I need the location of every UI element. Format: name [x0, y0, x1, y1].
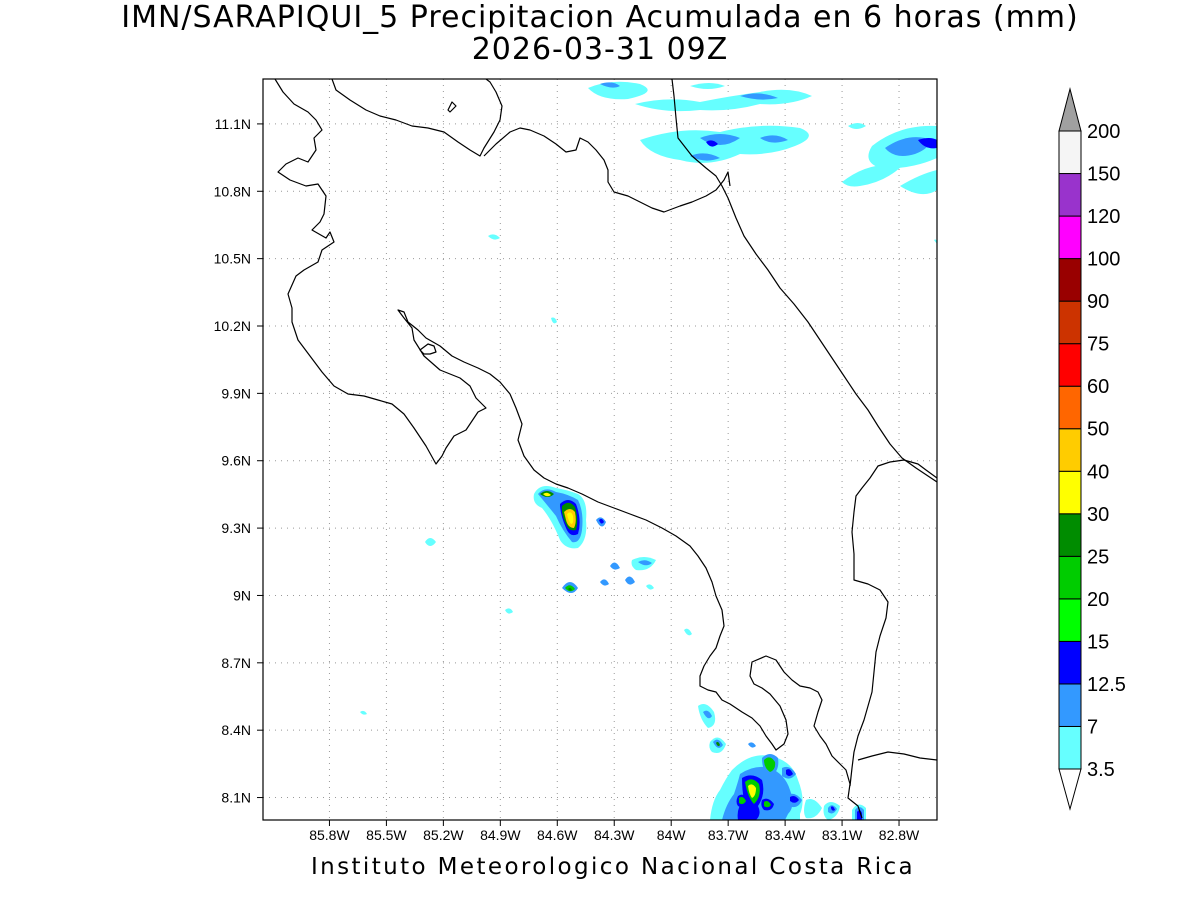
lon-tick-label: 84.6W	[537, 827, 578, 843]
lon-tick-label: 85.2W	[423, 827, 464, 843]
panama-pacific-coast	[857, 751, 937, 761]
colorbar-swatch	[1058, 513, 1082, 557]
colorbar-label: 60	[1087, 376, 1109, 398]
colorbar-swatch	[1058, 258, 1082, 302]
colorbar-label: 3.5	[1087, 759, 1115, 781]
colorbar-label: 15	[1087, 631, 1109, 653]
lat-tick-label: 10.5N	[214, 251, 251, 267]
lat-tick-label: 10.2N	[214, 318, 251, 334]
gulf-of-nicoya-island	[419, 343, 437, 355]
lon-tick-label: 84.3W	[594, 827, 635, 843]
colorbar-label: 12.5	[1087, 674, 1126, 696]
lat-tick-label: 11.1N	[215, 116, 251, 132]
colorbar-label: 75	[1087, 334, 1109, 356]
nicaragua-pacific-coast	[274, 79, 863, 819]
colorbar-swatch	[1058, 470, 1082, 515]
colorbar-swatch	[1058, 640, 1082, 685]
colorbar-label: 90	[1087, 291, 1109, 313]
colorbar-swatch	[1058, 343, 1082, 387]
colorbar-swatch	[1058, 683, 1082, 727]
colorbar-label: 120	[1087, 206, 1120, 228]
colorbar-label: 50	[1087, 419, 1109, 441]
map-title: IMN/SARAPIQUI_5 Precipitacion Acumulada …	[121, 0, 1079, 35]
lon-tick-label: 84.9W	[480, 827, 521, 843]
lake-islet	[447, 101, 457, 113]
colorbar-low-arrow	[1058, 768, 1082, 811]
nicaragua-cr-border	[483, 127, 731, 213]
colorbar: 3.5 7 12.5 15 20 25 30 40 50 60 75 90 100 120 150 200	[1058, 87, 1126, 811]
lat-tick-label: 9N	[233, 587, 251, 603]
colorbar-swatch	[1058, 130, 1082, 175]
colorbar-swatch	[1058, 173, 1082, 217]
lat-tick-label: 10.8N	[214, 183, 251, 199]
latitude-axis: 11.1N 10.8N 10.5N 10.2N 9.9N 9.6N 9.3N 9N 8.7N 8.…	[214, 116, 263, 806]
lon-tick-label: 85.5W	[366, 827, 407, 843]
lat-tick-label: 8.1N	[221, 790, 251, 806]
precip-cells-south	[698, 704, 866, 820]
lat-tick-label: 9.9N	[221, 385, 251, 401]
lon-tick-label: 83.4W	[765, 827, 806, 843]
caribbean-coast-north	[671, 79, 937, 483]
colorbar-high-arrow	[1058, 87, 1082, 132]
precip-cells-central	[360, 486, 692, 715]
lat-tick-label: 9.3N	[221, 520, 251, 536]
lon-tick-label: 85.8W	[309, 827, 350, 843]
longitude-axis: 85.8W 85.5W 85.2W 84.9W 84.6W 84.3W 84W 83.7W 83…	[309, 820, 920, 843]
colorbar-label: 7	[1087, 716, 1098, 738]
colorbar-label: 20	[1087, 589, 1109, 611]
colorbar-swatch	[1058, 300, 1082, 345]
lon-tick-label: 84W	[657, 827, 687, 843]
coastlines	[274, 79, 937, 819]
colorbar-label: 200	[1087, 121, 1120, 143]
precip-cells-north	[488, 81, 937, 324]
map-date: 2026-03-31 09Z	[471, 32, 729, 67]
panama-border	[849, 459, 937, 787]
lon-tick-label: 82.8W	[879, 827, 920, 843]
colorbar-swatch	[1058, 428, 1082, 472]
map-frame	[262, 78, 938, 821]
colorbar-swatch	[1058, 598, 1082, 642]
colorbar-label: 40	[1087, 461, 1109, 483]
precipitation-areas	[360, 81, 937, 820]
lat-tick-label: 8.4N	[221, 722, 251, 738]
lon-tick-label: 83.1W	[822, 827, 863, 843]
colorbar-label: 150	[1087, 164, 1120, 186]
map-gridlines	[263, 79, 937, 820]
colorbar-label: 100	[1087, 249, 1120, 271]
lat-tick-label: 8.7N	[221, 655, 251, 671]
colorbar-swatch	[1058, 215, 1082, 260]
colorbar-label: 25	[1087, 546, 1109, 568]
colorbar-swatch	[1058, 385, 1082, 430]
lat-tick-label: 9.6N	[221, 453, 251, 469]
footer-credit: Instituto Meteorologico Nacional Costa R…	[310, 854, 916, 880]
colorbar-swatch	[1058, 555, 1082, 600]
colorbar-label: 30	[1087, 504, 1109, 526]
nicaragua-lake-shore	[331, 79, 503, 157]
lon-tick-label: 83.7W	[708, 827, 749, 843]
colorbar-swatch	[1058, 725, 1082, 770]
